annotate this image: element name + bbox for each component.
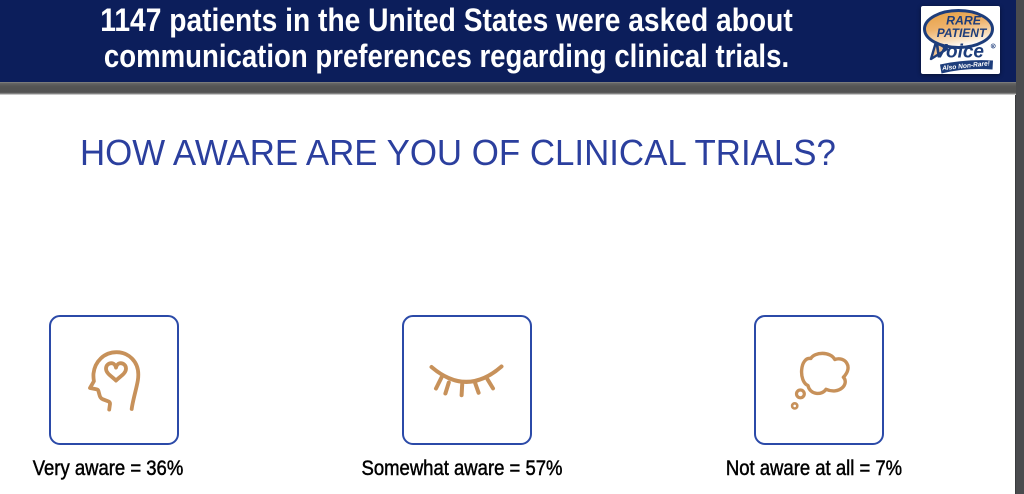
svg-text:PATIENT: PATIENT	[937, 26, 988, 40]
svg-text:R: R	[992, 45, 995, 49]
svg-text:RARE: RARE	[946, 14, 982, 28]
svg-text:Voice: Voice	[934, 41, 984, 62]
